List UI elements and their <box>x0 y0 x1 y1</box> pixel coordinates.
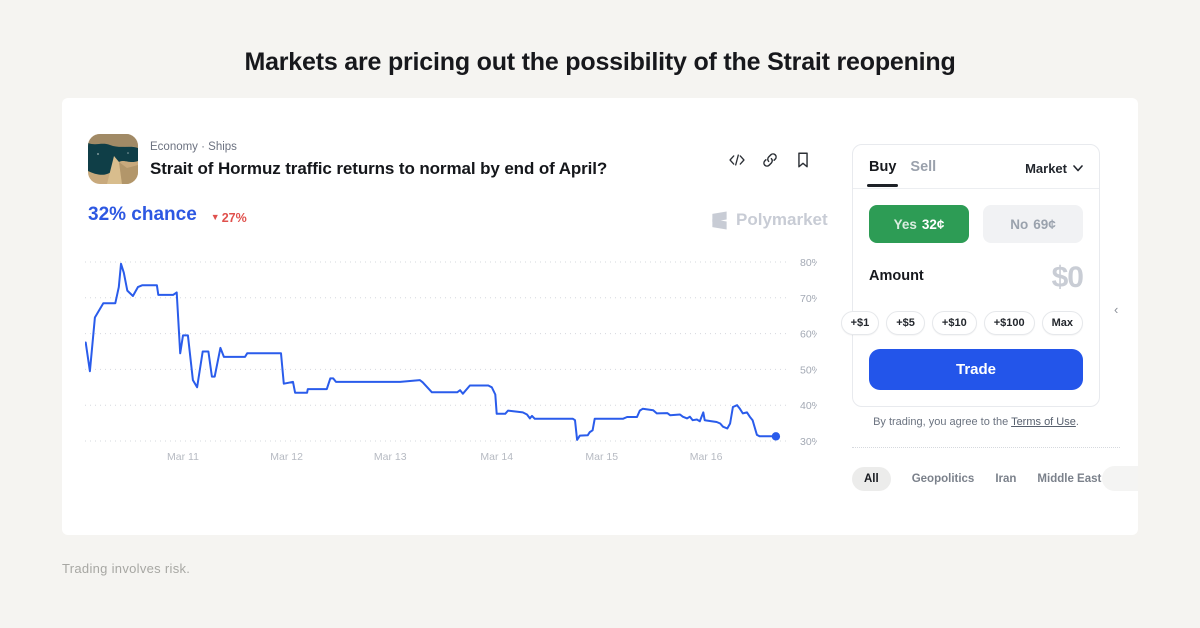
terms-text: By trading, you agree to the Terms of Us… <box>852 416 1100 428</box>
quick-add-100-button[interactable]: +$100 <box>983 311 1035 335</box>
tag-geopolitics[interactable]: Geopolitics <box>911 473 975 485</box>
quick-add-max-button[interactable]: Max <box>1041 311 1083 335</box>
x-axis-label: Mar 12 <box>270 451 303 463</box>
buy-sell-tabs: Buy Sell <box>866 159 1025 187</box>
chance-row: 32% chance ▼ 27% Polymarket <box>88 204 828 230</box>
trade-panel: Buy Sell Market Yes 32¢ No 69¢ <box>840 144 1100 407</box>
bookmark-icon[interactable] <box>794 151 812 169</box>
yes-price: 32¢ <box>921 216 945 232</box>
order-type-label: Market <box>1025 160 1067 176</box>
tag-middle-east[interactable]: Middle East <box>1037 473 1102 485</box>
tab-buy[interactable]: Buy <box>866 159 899 187</box>
current-price-dot <box>771 432 781 441</box>
chance-change-value: 27% <box>221 210 247 225</box>
x-axis-label: Mar 14 <box>480 451 513 463</box>
tag-all[interactable]: All <box>852 467 891 491</box>
quick-add-5-button[interactable]: +$5 <box>886 311 925 335</box>
copy-link-icon[interactable] <box>761 151 779 169</box>
y-axis-label: 40% <box>800 400 817 412</box>
trade-panel-header: Buy Sell Market <box>853 145 1099 189</box>
amount-label: Amount <box>869 268 924 284</box>
terms-prefix: By trading, you agree to the <box>873 416 1012 428</box>
y-axis-label: 70% <box>800 293 817 305</box>
price-line <box>84 262 777 441</box>
amount-row: Amount $0 <box>869 261 1084 295</box>
page-heading: Markets are pricing out the possibility … <box>244 48 956 76</box>
breadcrumb[interactable]: Economy · Ships <box>150 141 237 153</box>
embed-code-icon[interactable] <box>728 151 746 169</box>
down-arrow-icon: ▼ <box>210 212 220 222</box>
order-type-dropdown[interactable]: Market <box>1025 161 1083 186</box>
quick-add-10-button[interactable]: +$10 <box>931 311 977 335</box>
tag-filter-row: All Geopolitics Iran Middle East <box>852 464 1138 494</box>
market-avatar <box>88 134 138 184</box>
quick-add-1-button[interactable]: +$1 <box>840 311 880 335</box>
yes-no-row: Yes 32¢ No 69¢ <box>869 205 1083 243</box>
price-history-chart[interactable]: 80% 70% 60% 50% 40% 30% Mar 11 Mar 12 Mar 13 Mar … <box>84 248 821 466</box>
y-axis-label: 80% <box>800 257 817 269</box>
no-price: 69¢ <box>1033 216 1056 232</box>
strait-satellite-image <box>88 134 138 184</box>
trade-button[interactable]: Trade <box>869 349 1083 390</box>
yes-label: Yes <box>893 216 917 232</box>
polymarket-watermark: Polymarket <box>710 210 860 230</box>
amount-input-value[interactable]: $0 <box>1051 261 1084 294</box>
y-axis-label: 30% <box>800 436 817 448</box>
y-axis-label: 50% <box>800 364 817 376</box>
x-axis-label: Mar 13 <box>374 451 407 463</box>
buy-no-button[interactable]: No 69¢ <box>983 205 1083 243</box>
tag-clipped-pill <box>1102 466 1138 491</box>
x-axis-label: Mar 16 <box>690 451 723 463</box>
market-header: Economy · Ships Strait of Hormuz traffic… <box>150 141 607 179</box>
polymarket-embed-card: Economy · Ships Strait of Hormuz traffic… <box>62 98 1138 535</box>
panel-edge-chevron-icon: ‹ <box>1114 302 1119 317</box>
chance-value: 32% chance <box>88 204 197 225</box>
no-label: No <box>1010 216 1029 232</box>
tab-sell[interactable]: Sell <box>910 159 937 175</box>
card-toolbar <box>728 151 812 169</box>
chevron-down-icon <box>1073 164 1083 171</box>
x-axis-label: Mar 11 <box>167 451 199 463</box>
polymarket-watermark-label: Polymarket <box>736 210 828 229</box>
trade-panel-body: Yes 32¢ No 69¢ Amount $0 +$1 +$5 +$10 +$100… <box>840 189 1099 406</box>
footer-disclaimer: Trading involves risk. <box>62 561 191 576</box>
chance-change: ▼ 27% <box>211 211 247 225</box>
divider <box>852 447 1120 448</box>
tag-iran[interactable]: Iran <box>995 473 1017 485</box>
buy-yes-button[interactable]: Yes 32¢ <box>869 205 969 243</box>
terms-of-use-link[interactable]: Terms of Use <box>1011 416 1076 428</box>
y-axis-label: 60% <box>800 329 817 341</box>
quick-amount-buttons: +$1 +$5 +$10 +$100 Max <box>840 311 1083 335</box>
terms-suffix: . <box>1075 416 1079 428</box>
polymarket-logo-icon <box>712 210 727 230</box>
x-axis-label: Mar 15 <box>585 451 618 463</box>
market-title[interactable]: Strait of Hormuz traffic returns to norm… <box>150 159 608 178</box>
